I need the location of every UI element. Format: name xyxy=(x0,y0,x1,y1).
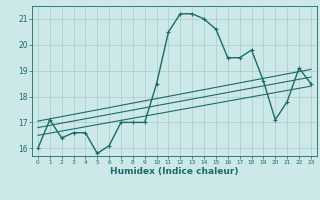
X-axis label: Humidex (Indice chaleur): Humidex (Indice chaleur) xyxy=(110,167,239,176)
